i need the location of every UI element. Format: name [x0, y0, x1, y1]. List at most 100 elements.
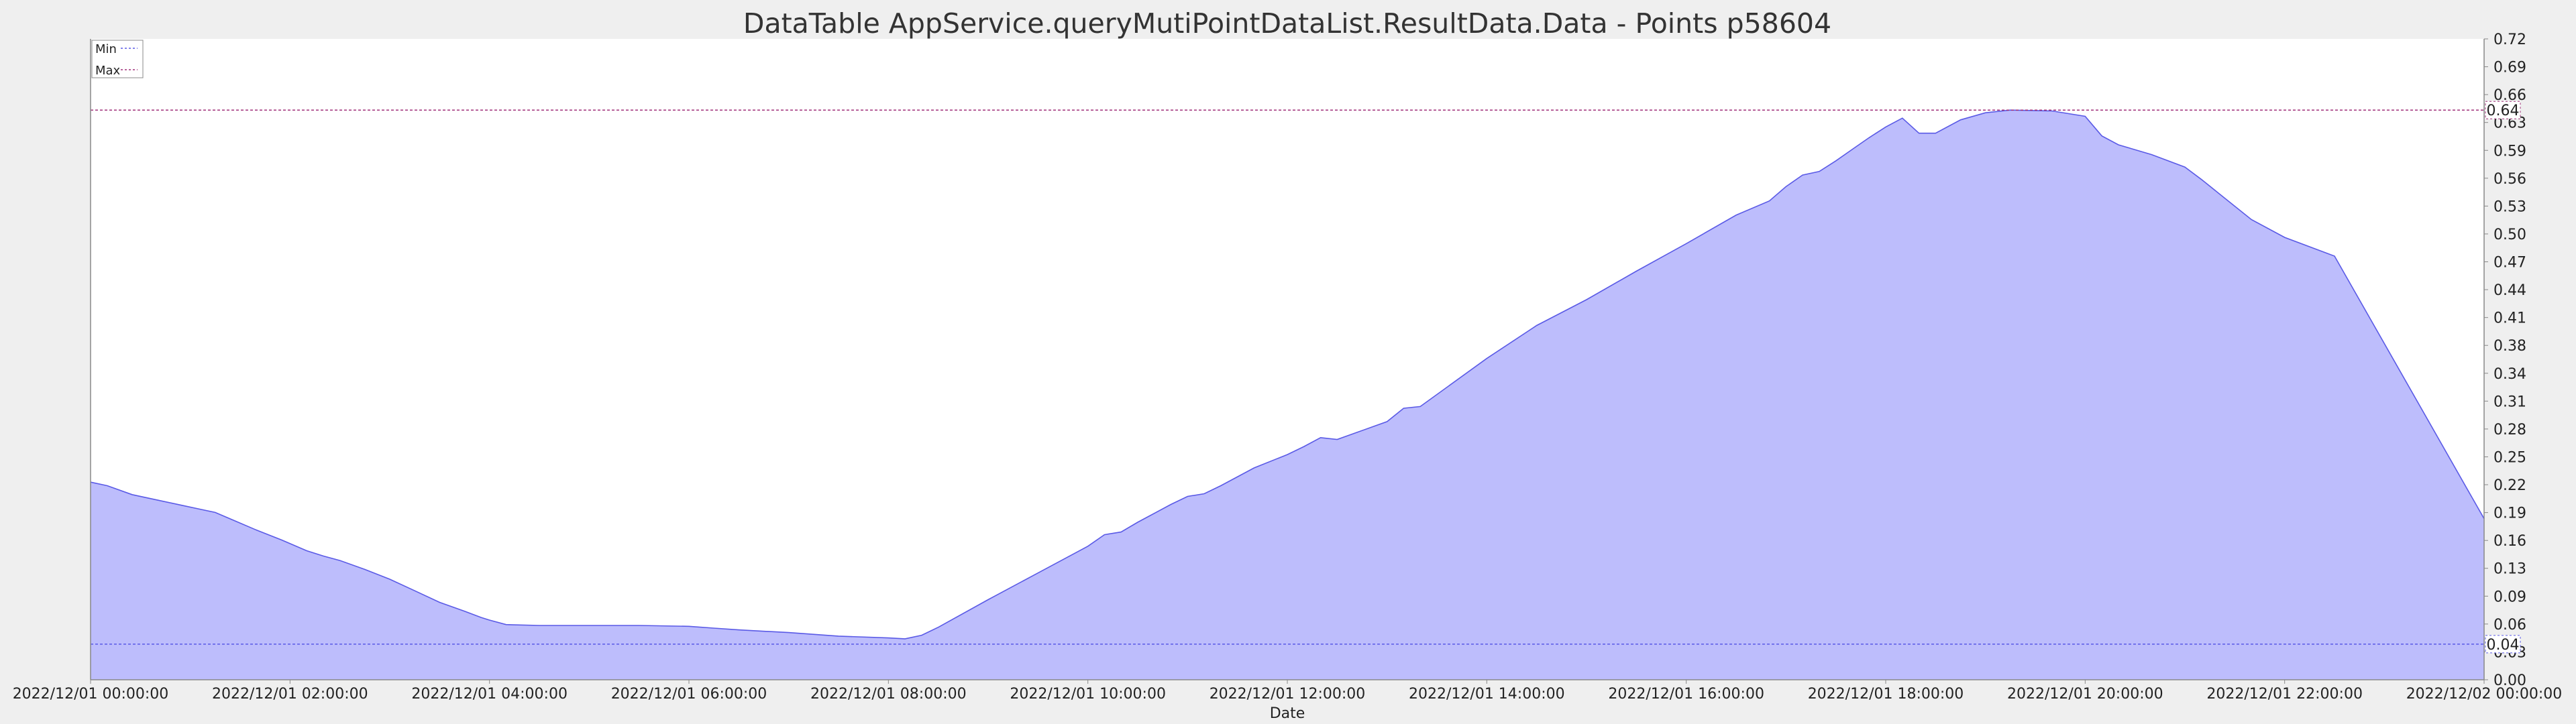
x-tick-label: 2022/12/01 04:00:00	[411, 686, 568, 703]
data-point	[256, 530, 258, 531]
data-point	[904, 638, 906, 640]
data-point	[1852, 149, 1854, 150]
legend-label-min: Min	[95, 42, 117, 56]
y-tick-label: 0.22	[2493, 477, 2526, 494]
data-point	[1087, 546, 1089, 547]
data-point	[1919, 133, 1920, 134]
x-tick-label: 2022/12/01 06:00:00	[611, 686, 767, 703]
data-point	[921, 635, 922, 636]
y-tick-label: 0.72	[2493, 32, 2526, 48]
x-tick-label: 2022/12/01 02:00:00	[212, 686, 368, 703]
data-point	[215, 512, 216, 514]
series-area	[91, 110, 2484, 680]
data-point	[323, 556, 324, 557]
data-point	[306, 550, 307, 552]
data-point	[2251, 219, 2252, 221]
data-point	[1303, 446, 1305, 447]
data-point	[1819, 171, 1820, 172]
y-tick-label: 0.09	[2493, 589, 2526, 605]
data-point	[1171, 504, 1172, 505]
x-tick-label: 2022/12/01 14:00:00	[1409, 686, 1565, 703]
data-point	[1220, 485, 1222, 487]
y-tick-label: 0.44	[2493, 282, 2526, 299]
data-point	[1636, 271, 1638, 272]
data-point	[489, 619, 490, 621]
data-point	[938, 627, 939, 628]
x-tick-label: 2022/12/01 10:00:00	[1010, 686, 1166, 703]
data-point	[156, 499, 158, 501]
data-point	[464, 611, 466, 612]
data-point	[2284, 237, 2286, 238]
y-tick-label: 0.06	[2493, 617, 2526, 634]
data-point	[439, 602, 441, 603]
data-point	[364, 569, 366, 570]
data-point	[389, 579, 390, 580]
data-point	[539, 625, 540, 626]
data-point	[987, 599, 989, 601]
data-point	[2101, 135, 2102, 137]
y-tick-label: 0.69	[2493, 60, 2526, 76]
data-point	[1320, 437, 1322, 438]
data-point	[1187, 496, 1189, 497]
data-point	[1203, 493, 1205, 495]
data-point	[639, 625, 640, 626]
data-point	[713, 627, 714, 629]
y-tick-label: 0.53	[2493, 198, 2526, 215]
data-point	[2334, 255, 2335, 257]
y-tick-label: 0.50	[2493, 227, 2526, 243]
data-point	[788, 632, 790, 634]
y-tick-label: 0.47	[2493, 255, 2526, 272]
reference-badges: 0.04 0.64	[2485, 101, 2521, 654]
data-point	[1902, 117, 1903, 119]
x-tick-label: 2022/12/02 00:00:00	[2406, 686, 2563, 703]
data-point	[1287, 454, 1288, 455]
data-point	[2010, 109, 2011, 111]
data-point	[198, 508, 199, 509]
data-point	[506, 624, 507, 625]
data-point	[2218, 192, 2219, 194]
data-point	[2151, 154, 2153, 156]
area-layer	[90, 109, 2485, 680]
data-point	[1254, 467, 1255, 469]
reference-badge-label: 0.04	[2487, 637, 2520, 654]
data-point	[1769, 200, 1770, 202]
data-point	[2184, 166, 2186, 168]
data-point	[1985, 112, 1986, 113]
x-tick-label: 2022/12/01 00:00:00	[13, 686, 169, 703]
series-line	[90, 109, 2485, 640]
data-point	[1137, 522, 1138, 523]
reference-badge-max	[2485, 101, 2521, 119]
data-point	[1387, 421, 1388, 422]
y-tick-label: 0.31	[2493, 394, 2526, 410]
data-point	[1935, 133, 1937, 134]
data-point	[838, 636, 839, 637]
data-point	[339, 560, 341, 561]
y-tick-label: 0.38	[2493, 338, 2526, 355]
x-tick-label: 2022/12/01 16:00:00	[1608, 686, 1764, 703]
legend-box	[91, 40, 144, 78]
legend-label-max: Max	[95, 64, 121, 78]
data-point	[1487, 358, 1488, 359]
data-point	[1686, 243, 1687, 245]
y-tick-label: 0.59	[2493, 143, 2526, 160]
data-point	[2051, 111, 2053, 112]
y-tick-label: 0.16	[2493, 533, 2526, 550]
data-point	[1960, 119, 1962, 121]
data-point	[231, 519, 233, 520]
data-point	[688, 626, 690, 627]
data-point	[589, 625, 590, 626]
data-point	[107, 485, 108, 487]
data-point	[1536, 325, 1538, 326]
y-tick-label: 0.00	[2493, 672, 2526, 689]
chart-title: DataTable AppService.queryMutiPointDataL…	[743, 7, 1831, 40]
y-tick-label: 0.28	[2493, 422, 2526, 438]
data-point	[1038, 572, 1039, 574]
x-axis-label: Date	[1270, 705, 1305, 722]
x-tick-label: 2022/12/01 18:00:00	[1808, 686, 1964, 703]
x-tick-label: 2022/12/01 22:00:00	[2206, 686, 2363, 703]
y-tick-label: 0.56	[2493, 171, 2526, 188]
data-point	[888, 638, 890, 639]
data-point	[2201, 179, 2202, 180]
data-point	[481, 617, 482, 618]
